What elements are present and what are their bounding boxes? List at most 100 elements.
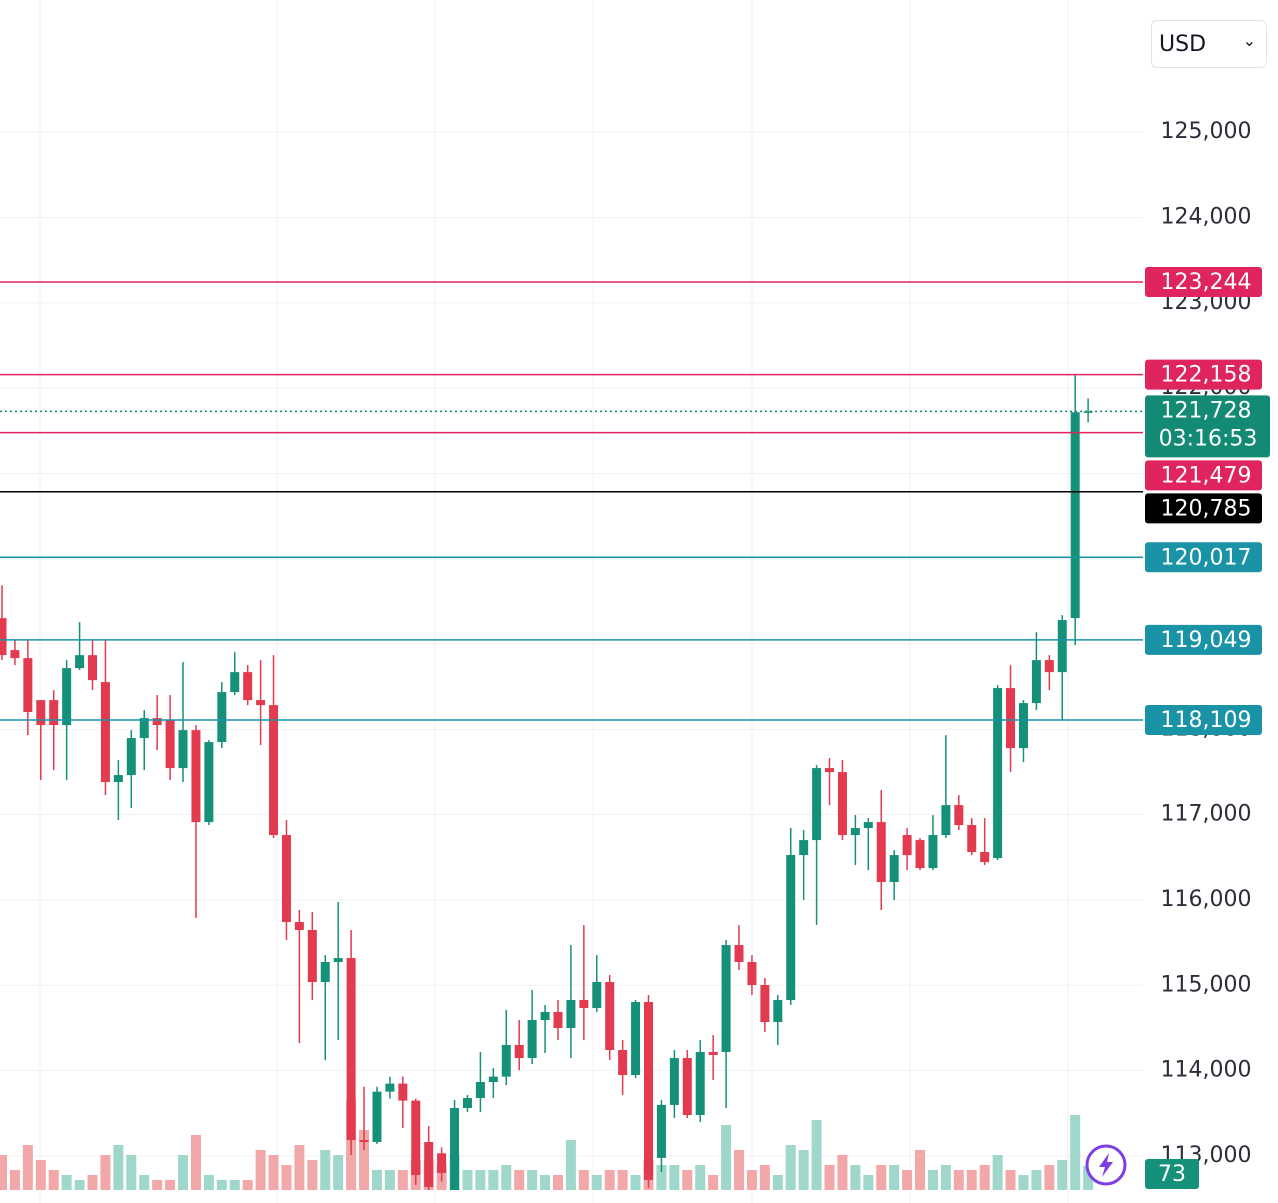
price-tag-label: 120,017 (1161, 545, 1252, 570)
currency-select[interactable]: USD ⌄ (1151, 20, 1267, 68)
candle-body (863, 822, 873, 829)
volume-bar (1018, 1175, 1029, 1190)
volume-bar (100, 1155, 111, 1190)
candle-body (230, 672, 240, 693)
volume-bar (1083, 1165, 1094, 1190)
volume-bar (617, 1170, 628, 1190)
y-tick-label: 125,000 (1161, 119, 1252, 144)
volume-bar (759, 1165, 770, 1190)
volume-bar (113, 1145, 124, 1190)
volume-bar (630, 1175, 641, 1190)
candle-body (0, 618, 7, 656)
candle-body (462, 1098, 472, 1109)
candle-body (644, 1001, 653, 1180)
assistant-icon[interactable] (1084, 1143, 1128, 1187)
candle-body (398, 1083, 408, 1101)
price-tag-label: 118,109 (1161, 708, 1252, 733)
volume-bar (863, 1175, 874, 1190)
volume-bar (371, 1170, 382, 1190)
volume-bar (22, 1145, 33, 1190)
volume-bar (216, 1180, 227, 1190)
candle-body (786, 855, 796, 1001)
candle-body (139, 718, 149, 739)
candle-body (23, 658, 33, 713)
volume-bar (915, 1150, 926, 1190)
candle-body (36, 700, 46, 726)
volume-bar (966, 1170, 977, 1190)
candle-body (889, 855, 899, 883)
volume-bar (203, 1175, 214, 1190)
countdown: 03:16:53 (1159, 426, 1258, 451)
volume-bar (87, 1175, 98, 1190)
price-tag-label: 121,728 (1161, 398, 1252, 423)
caret: ⌄ (1242, 31, 1256, 50)
price-tag (1145, 493, 1262, 524)
volume-bar (824, 1165, 835, 1190)
candle-body (721, 945, 731, 1052)
volume-bar (126, 1155, 137, 1190)
volume-bar (837, 1155, 848, 1190)
candle-body (566, 1000, 576, 1029)
volume-bar (811, 1120, 822, 1190)
price-tag (1145, 705, 1262, 736)
candle-body (1031, 660, 1041, 704)
volume-bar (1031, 1170, 1042, 1190)
y-tick-label: 117,000 (1161, 802, 1252, 827)
candle-body (372, 1091, 382, 1142)
volume-bar (798, 1150, 809, 1190)
candle-body (799, 840, 809, 856)
volume-bar (1070, 1115, 1081, 1190)
volume-bar (565, 1140, 576, 1190)
volume-bar (35, 1160, 46, 1190)
candle-body (514, 1044, 524, 1059)
candle-body (605, 982, 615, 1051)
candle-body (527, 1019, 537, 1059)
price-tag-label: 121,479 (1161, 463, 1252, 488)
volume-bar (488, 1170, 499, 1190)
candle-body (915, 840, 925, 869)
volume-bar (165, 1180, 176, 1190)
price-tag (1145, 359, 1262, 390)
candle-body (501, 1044, 511, 1077)
volume-bar (876, 1165, 887, 1190)
candle-body (941, 805, 951, 836)
price-tag-label: 120,785 (1161, 496, 1252, 521)
volume-bar (61, 1175, 72, 1190)
volume-bar (591, 1175, 602, 1190)
volume-bar (514, 1170, 525, 1190)
icon-bolt (1099, 1153, 1113, 1177)
volume-bar (397, 1170, 408, 1190)
volume-bar (669, 1165, 680, 1190)
candle-body (656, 1104, 666, 1158)
candle-body (592, 982, 602, 1009)
candle-body (980, 852, 990, 863)
candle-body (708, 1051, 718, 1056)
candle-body (837, 772, 847, 836)
candle-body (540, 1011, 550, 1020)
price-tag-label: 123,244 (1161, 270, 1252, 295)
candle-body (734, 945, 744, 962)
candle-body (825, 768, 835, 773)
candle-body (631, 1001, 641, 1076)
candle-body (191, 730, 201, 823)
price-tag-label: 122,158 (1161, 363, 1252, 388)
candle-body (967, 825, 977, 853)
candle-body (75, 655, 85, 669)
volume-bar (501, 1165, 512, 1190)
volume-bar (255, 1150, 266, 1190)
candle-body (1044, 660, 1054, 673)
volume-bar (190, 1135, 201, 1190)
candle-body (553, 1011, 563, 1029)
candle-body (1083, 411, 1093, 413)
candle-body (876, 822, 886, 883)
volume-bar (268, 1155, 279, 1190)
volume-bar (940, 1165, 951, 1190)
price-tag (1145, 460, 1262, 491)
price-tag-label: 119,049 (1161, 628, 1252, 653)
volume-bar (48, 1170, 59, 1190)
candle-body (269, 705, 279, 836)
volume-bar (695, 1165, 706, 1190)
candle-body (1070, 412, 1080, 619)
volume-bar (384, 1170, 395, 1190)
candle-body (113, 775, 123, 783)
